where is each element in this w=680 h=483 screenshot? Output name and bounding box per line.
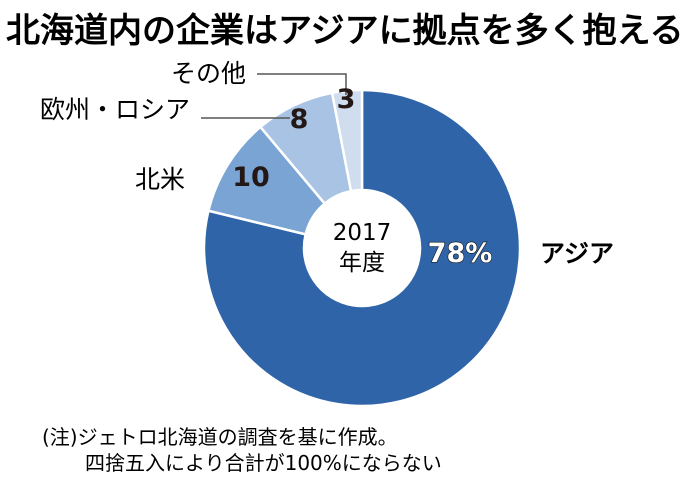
- slice-europe-russia-value-label: 8: [290, 104, 309, 135]
- slice-asia-value-label: 78%: [428, 238, 493, 269]
- slice-north-america-name-label: 北米: [135, 165, 185, 194]
- slice-other-value-label: 3: [337, 84, 356, 115]
- slice-other-name-label: その他: [171, 59, 246, 88]
- center-label-unit: 年度: [339, 250, 385, 276]
- slice-europe-russia-name-label: 欧州・ロシア: [40, 95, 190, 124]
- slice-asia-name-label: アジア: [540, 239, 614, 268]
- source-note: (注)ジェトロ北海道の調査を基に作成。: [42, 425, 398, 449]
- donut-hole: [304, 190, 420, 306]
- rounding-note: 四捨五入により合計が100%にならない: [85, 451, 442, 475]
- slice-north-america-value-label: 10: [232, 162, 270, 193]
- slice-other-leader-line: [257, 73, 347, 95]
- chart-title: 北海道内の企業はアジアに拠点を多く抱える: [6, 11, 680, 51]
- center-label-year: 2017: [333, 220, 392, 246]
